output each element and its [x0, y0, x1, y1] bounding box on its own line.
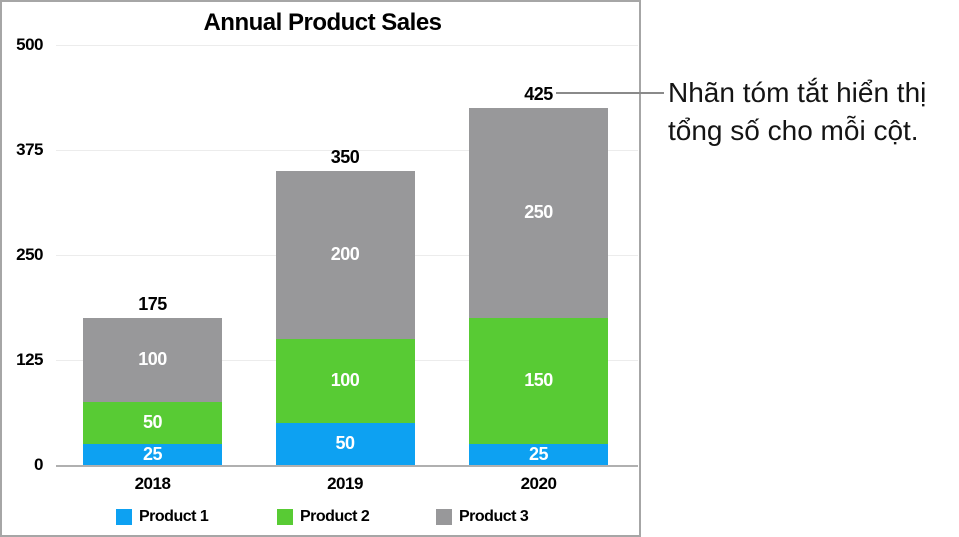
legend-swatch-product-1	[116, 509, 132, 525]
y-axis-tick-label: 375	[16, 140, 43, 159]
segment-value-label: 100	[138, 349, 167, 369]
y-axis-tick-label: 0	[34, 455, 43, 474]
x-axis-line	[56, 465, 638, 467]
y-axis-tick-label: 500	[16, 35, 43, 54]
legend-swatch-product-2	[277, 509, 293, 525]
bar-segment-product-2-2020	[469, 318, 608, 444]
chart-title: Annual Product Sales	[203, 9, 442, 36]
legend-label: Product 2	[300, 508, 370, 525]
total-label: 350	[330, 147, 360, 167]
segment-value-label: 100	[330, 370, 360, 390]
callout-line	[556, 92, 664, 94]
bar-segment-product-1-2019	[275, 423, 415, 465]
bar-segment-product-2-2018	[83, 402, 222, 444]
y-axis-tick-label: 125	[16, 350, 43, 369]
bar-segment-product-3-2020	[469, 108, 608, 318]
bar-segment-product-1-2018	[83, 444, 222, 465]
gridline	[56, 150, 638, 151]
legend-swatch-product-3	[436, 509, 452, 525]
legend-label: Product 1	[139, 508, 209, 525]
legend-label: Product 3	[459, 508, 529, 525]
segment-value-label: 250	[524, 202, 553, 222]
chart-panel: Annual Product Sales 0 125 250 375 500 25 50 10…	[0, 0, 641, 537]
annotation-line-1: Nhãn tóm tắt hiển thị	[668, 77, 927, 108]
segment-value-label: 200	[330, 244, 360, 264]
bar-segment-product-2-2019	[275, 339, 415, 423]
gridline	[56, 45, 638, 46]
segment-value-label: 50	[142, 412, 163, 432]
segment-value-label: 25	[142, 443, 163, 464]
segment-value-label: 150	[524, 370, 553, 390]
bar-segment-product-1-2020	[469, 444, 608, 465]
segment-value-label: 50	[335, 433, 355, 453]
segment-value-label: 25	[528, 443, 549, 464]
x-axis-tick-label: 2018	[134, 474, 171, 493]
bar-segment-product-3-2019	[275, 171, 415, 339]
y-axis-tick-label: 250	[16, 245, 43, 264]
total-label: 175	[138, 294, 167, 314]
bar-segment-product-3-2018	[83, 318, 222, 402]
annotation-text: Nhãn tóm tắt hiển thị tổng số cho mỗi cộ…	[668, 74, 958, 150]
x-axis-tick-label: 2019	[327, 474, 363, 493]
total-label: 425	[524, 84, 553, 104]
annotation-line-2: tổng số cho mỗi cột.	[668, 115, 919, 146]
x-axis-tick-label: 2020	[520, 474, 557, 493]
